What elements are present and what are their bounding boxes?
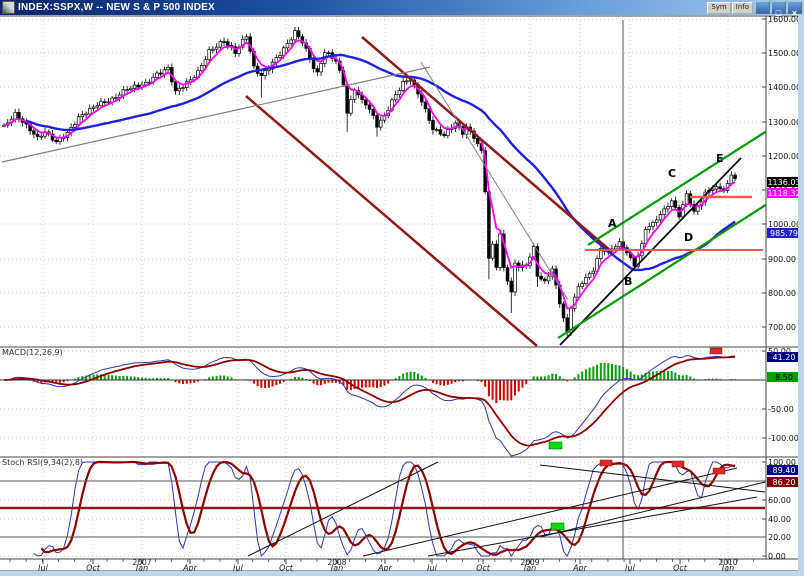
stoch-d-line [40,460,736,556]
candlestick-series[interactable] [2,26,737,339]
window-title: INDEX:SSPX,W -- NEW S & P 500 INDEX [18,2,215,13]
svg-text:50.00: 50.00 [768,347,791,356]
svg-text:800.00: 800.00 [768,289,796,298]
svg-text:Jan: Jan [720,564,734,573]
svg-text:Jan: Jan [329,564,343,573]
macd-value-badges: 41.20 8.50 [767,352,801,382]
svg-text:1500.00: 1500.00 [768,49,801,58]
panel-borders [0,15,804,573]
svg-text:1400.00: 1400.00 [768,83,801,92]
svg-text:Jul: Jul [623,564,635,573]
svg-text:2010: 2010 [718,558,737,567]
svg-text:0.00: 0.00 [768,552,786,561]
svg-text:A: A [608,217,617,230]
svg-text:Jul: Jul [425,564,437,573]
svg-text:86.20: 86.20 [773,478,796,487]
svg-text:Jan: Jan [134,564,148,573]
svg-text:1136.03: 1136.03 [767,178,800,187]
minimize-button[interactable]: _ [755,1,770,19]
svg-text:2007: 2007 [132,558,151,567]
fast-ma-line [3,39,736,310]
sym-button[interactable]: Sym [707,1,731,14]
svg-text:41.20: 41.20 [773,353,796,362]
close-icon: × [791,7,798,18]
svg-text:1000.00: 1000.00 [768,220,801,229]
svg-text:B: B [624,275,632,288]
macd-line [3,354,736,457]
info-button[interactable]: Info [731,1,753,14]
svg-text:Jul: Jul [36,564,48,573]
svg-text:60.00: 60.00 [768,496,791,505]
window-border-bottom [0,571,804,576]
svg-text:40.00: 40.00 [768,515,791,524]
svg-text:985.79: 985.79 [770,229,798,238]
svg-text:2009: 2009 [520,558,539,567]
svg-text:1200.00: 1200.00 [768,152,801,161]
svg-text:Oct: Oct [673,564,688,573]
svg-text:20.00: 20.00 [768,533,791,542]
wave-labels: A B C D E [608,152,724,288]
minimize-icon: _ [760,9,765,19]
slow-ma-line [26,53,736,272]
svg-text:1600.00: 1600.00 [768,15,801,24]
svg-text:8.50: 8.50 [775,373,793,382]
svg-text:E: E [716,152,724,165]
svg-text:900.00: 900.00 [768,255,796,264]
svg-text:-50.00: -50.00 [768,405,794,414]
svg-text:1300.00: 1300.00 [768,118,801,127]
svg-text:D: D [684,231,693,244]
maximize-icon: □ [775,7,782,18]
annotation-lines [0,20,804,559]
macd-panel-label: MACD(12,26,9) [2,348,63,357]
svg-text:1118.32: 1118.32 [767,189,800,198]
svg-text:Oct: Oct [476,564,491,573]
stoch-value-badges: 89.40 86.20 [767,465,801,487]
window-titlebar[interactable]: INDEX:SSPX,W -- NEW S & P 500 INDEX Sym … [0,0,804,19]
price-value-badges: 1136.03 1118.32 985.79 [767,177,801,238]
svg-text:Apr: Apr [182,564,198,573]
stoch-panel-label: Stoch RSI(9,34(2),8) [2,458,84,467]
macd-axis-labels: 50.00 -50.00 -100.00 [762,347,799,443]
svg-text:Oct: Oct [279,564,294,573]
svg-text:C: C [668,167,676,180]
maximize-button[interactable]: □ [771,1,786,18]
svg-text:700.00: 700.00 [768,323,796,332]
svg-text:Apr: Apr [377,564,393,573]
macd-signal-line [3,356,736,447]
svg-text:Oct: Oct [86,564,101,573]
svg-text:Apr: Apr [572,564,588,573]
chart-app-icon [2,1,15,14]
svg-text:89.40: 89.40 [773,466,796,475]
svg-text:2008: 2008 [327,558,346,567]
signal-markers [548,347,726,531]
svg-text:Jan: Jan [522,564,536,573]
svg-text:-100.00: -100.00 [768,434,799,443]
window-border-right [798,0,804,576]
price-axis-labels: 1600.001500.001400.001300.001200.001100.… [762,15,801,332]
svg-text:100.00: 100.00 [768,458,796,467]
svg-text:Jul: Jul [231,564,243,573]
macd-histogram [6,362,737,404]
close-button[interactable]: × [787,1,802,18]
